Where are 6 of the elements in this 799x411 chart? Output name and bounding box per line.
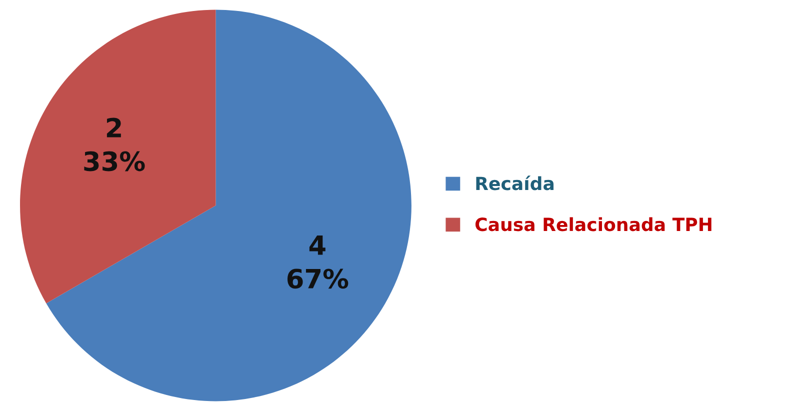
legend-label: Causa Relacionada TPH [475, 217, 712, 232]
pie-slice [46, 10, 412, 402]
legend-label: Recaída [476, 176, 554, 190]
data-label: 2 33% [84, 118, 145, 172]
pie-slice [20, 10, 216, 304]
data-label: 4 67% [287, 235, 348, 289]
